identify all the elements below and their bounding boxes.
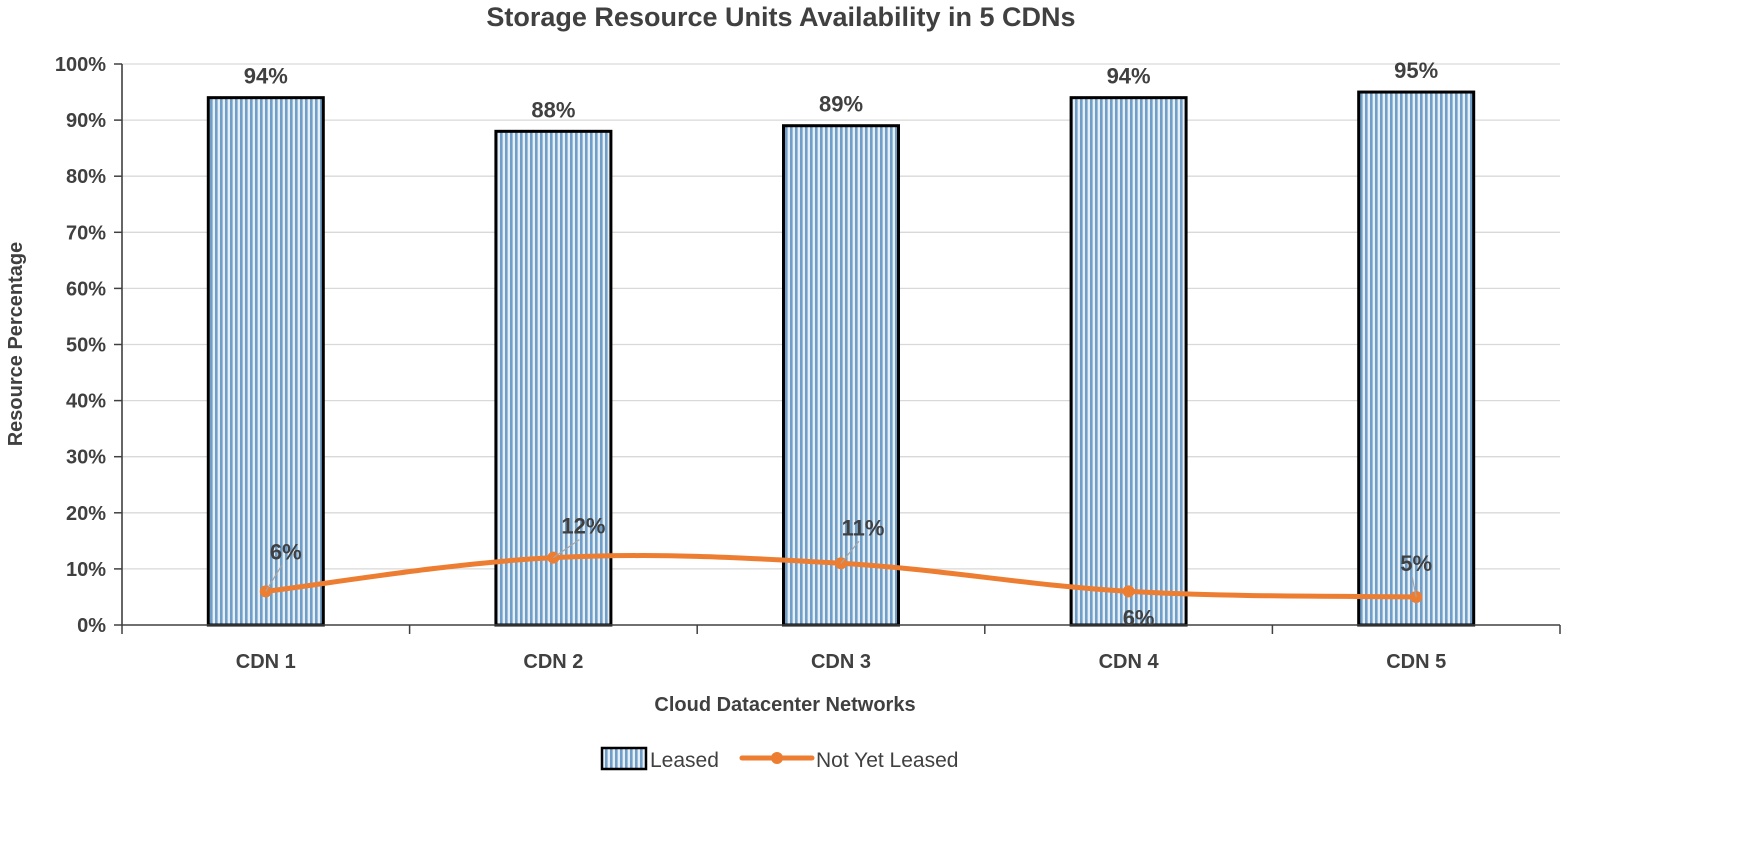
leader-line bbox=[1411, 576, 1417, 598]
bar-data-label: 88% bbox=[531, 97, 575, 122]
line-data-label: 6% bbox=[270, 539, 302, 564]
line-data-label: 11% bbox=[842, 515, 885, 540]
line-data-label: 6% bbox=[1123, 605, 1155, 630]
y-tick-label: 100% bbox=[55, 54, 106, 76]
bar-data-label: 94% bbox=[1107, 64, 1151, 89]
y-axis-title: Resource Percentage bbox=[5, 242, 27, 447]
y-tick-label: 40% bbox=[66, 391, 106, 413]
y-tick-label: 10% bbox=[66, 559, 106, 581]
y-tick-label: 50% bbox=[66, 335, 106, 357]
line-data-label: 5% bbox=[1400, 551, 1432, 576]
y-tick-label: 20% bbox=[66, 503, 106, 525]
legend-marker-not-yet-leased bbox=[771, 752, 783, 764]
axes bbox=[121, 64, 1561, 634]
legend-label-not-yet-leased: Not Yet Leased bbox=[816, 749, 958, 772]
x-axis-categories: CDN 1 CDN 2 CDN 3 CDN 4 CDN 5 bbox=[236, 651, 1446, 673]
bar-series-leased bbox=[206, 90, 1476, 627]
bar-leased bbox=[1069, 96, 1188, 627]
x-category-label: CDN 2 bbox=[523, 651, 583, 673]
leader-line bbox=[840, 540, 860, 564]
bar-leased bbox=[206, 96, 325, 627]
bar-data-label: 89% bbox=[819, 92, 863, 117]
legend: Leased Not Yet Leased bbox=[600, 746, 958, 772]
x-category-label: CDN 1 bbox=[236, 651, 296, 673]
legend-label-leased: Leased bbox=[650, 749, 719, 772]
y-tick-label: 90% bbox=[66, 110, 106, 132]
legend-swatch-leased bbox=[600, 746, 648, 771]
y-tick-label: 0% bbox=[77, 615, 106, 637]
bar-data-labels: 94% 88% 89% 94% 95% bbox=[244, 58, 1438, 122]
bar-leased bbox=[494, 129, 613, 627]
x-category-label: CDN 3 bbox=[811, 651, 871, 673]
y-tick-label: 70% bbox=[66, 222, 106, 244]
bar-data-label: 95% bbox=[1394, 58, 1438, 83]
y-tick-label: 30% bbox=[66, 447, 106, 469]
line-marker bbox=[1122, 585, 1135, 598]
x-axis-title: Cloud Datacenter Networks bbox=[654, 694, 915, 716]
leader-line bbox=[265, 565, 283, 592]
bar-leased bbox=[782, 124, 900, 627]
x-category-label: CDN 4 bbox=[1099, 651, 1160, 673]
line-data-label: 12% bbox=[561, 514, 605, 539]
leader-line bbox=[553, 539, 580, 559]
x-category-label: CDN 5 bbox=[1386, 651, 1446, 673]
y-tick-label: 80% bbox=[66, 166, 106, 188]
y-tick-label: 60% bbox=[66, 278, 106, 300]
y-axis-ticks: 0% 10% 20% 30% 40% 50% 60% 70% 80% 90% 100% bbox=[55, 54, 122, 637]
chart-title: Storage Resource Units Availability in 5… bbox=[486, 2, 1075, 32]
bar-leased bbox=[1357, 90, 1476, 627]
bar-data-label: 94% bbox=[244, 64, 288, 89]
line-series-not-yet-leased: 6% 12% 11% 6% 5% bbox=[259, 514, 1432, 630]
